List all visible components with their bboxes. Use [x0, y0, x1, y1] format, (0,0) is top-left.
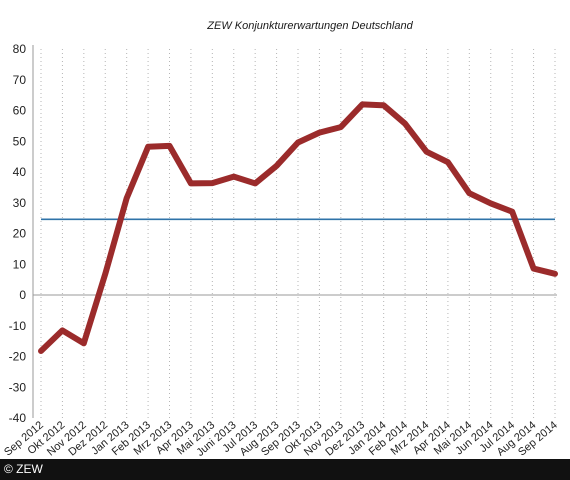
grid-lines	[40, 49, 556, 418]
y-tick-label: 20	[13, 227, 27, 241]
axes	[32, 45, 557, 418]
y-tick-label: 70	[13, 73, 27, 87]
copyright-footer: © ZEW	[0, 459, 570, 480]
y-tick-label: 10	[13, 257, 27, 271]
y-axis-ticks: -40 -30 -20 -10 0 10 20 30 40 50 60 70 80	[9, 42, 27, 425]
y-tick-label: 80	[13, 42, 27, 56]
y-tick-label: 60	[13, 104, 27, 118]
y-tick-label: -40	[9, 411, 27, 425]
y-tick-label: 30	[13, 196, 27, 210]
y-tick-label: 50	[13, 134, 27, 148]
y-tick-label: -30	[9, 380, 27, 394]
series-line	[38, 101, 558, 354]
y-tick-label: -10	[9, 319, 27, 333]
y-tick-label: 0	[19, 288, 26, 302]
series-layer	[38, 101, 558, 354]
y-tick-label: 40	[13, 165, 27, 179]
chart-title: ZEW Konjunkturerwartungen Deutschland	[206, 20, 413, 32]
y-tick-label: -20	[9, 350, 27, 364]
